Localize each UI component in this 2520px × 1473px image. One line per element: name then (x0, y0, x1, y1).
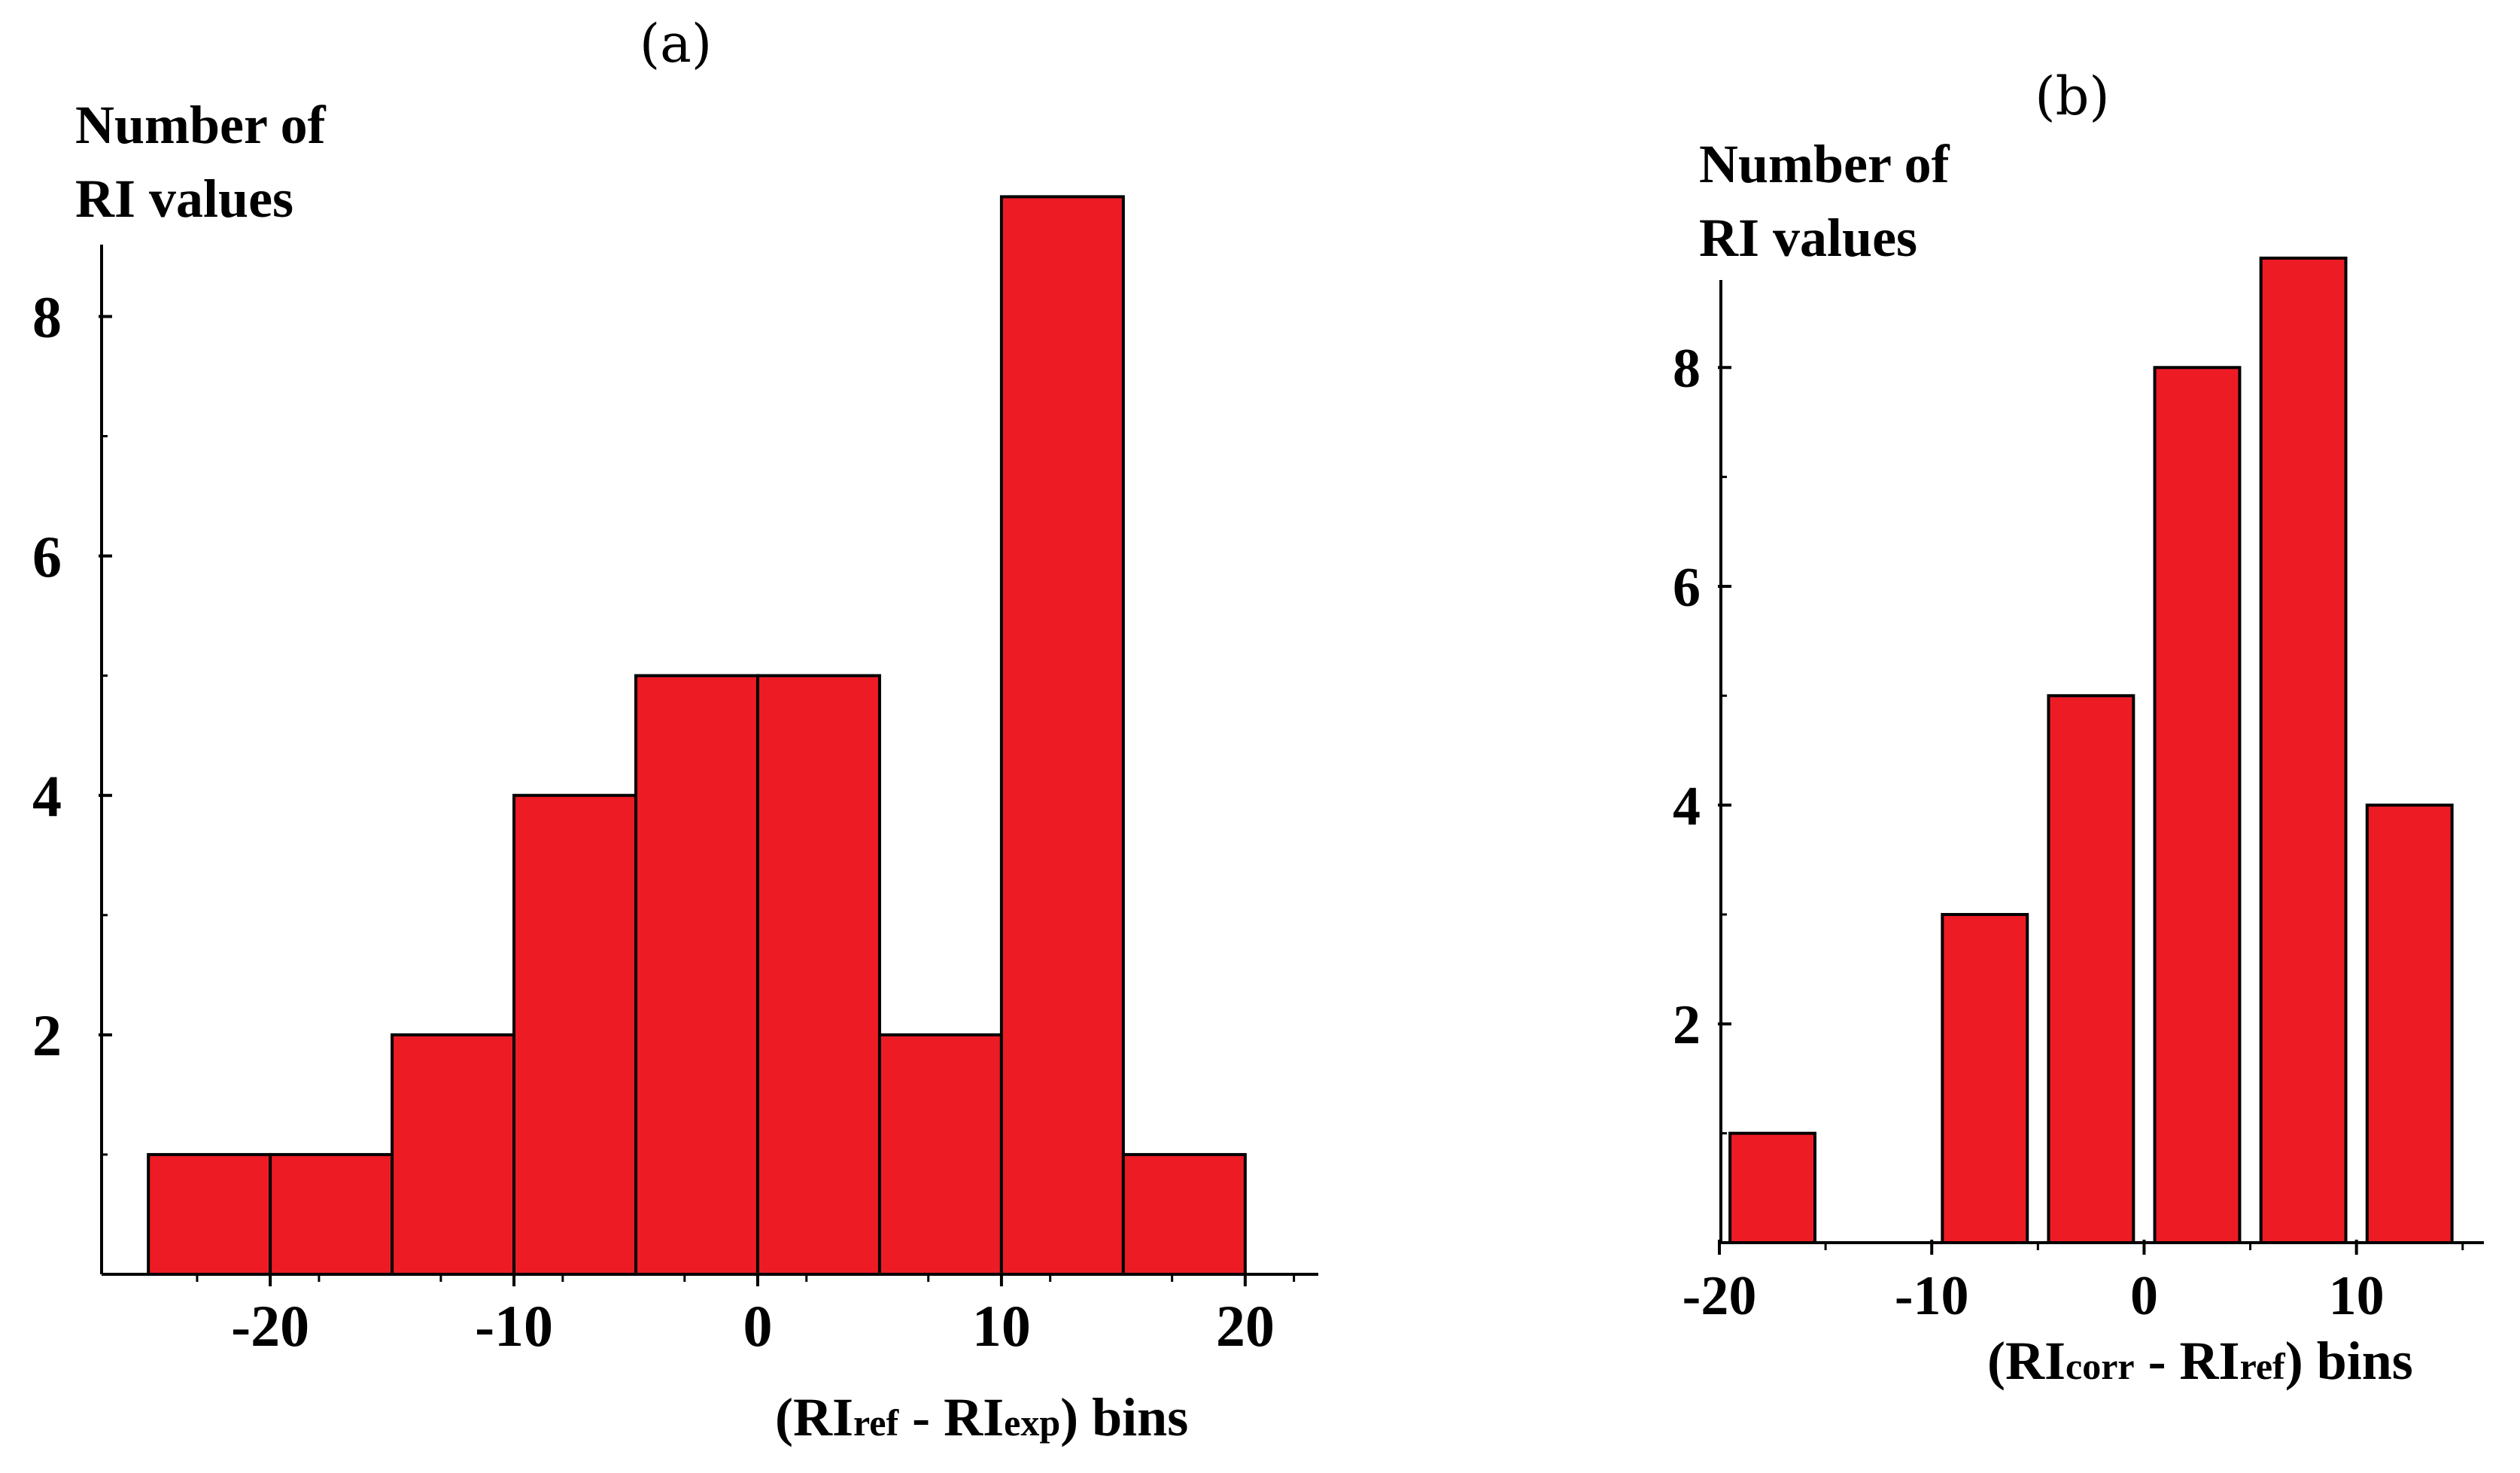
axes (100, 245, 1318, 1276)
bars (147, 195, 1247, 1277)
x-axis-label-suffix: ) bins (2285, 1331, 2413, 1391)
histogram-panel-a: (a) Number of RI values 2 4 6 8 -20 -10 0 10 20… (32, 13, 1318, 1447)
x-tick-label: 20 (1216, 1293, 1275, 1359)
y-axis-label-line1: Number of (1699, 134, 1950, 194)
x-tick-label: 0 (743, 1293, 772, 1359)
bar-1 (269, 1152, 394, 1276)
bar-4 (2259, 256, 2348, 1245)
x-axis-label-prefix: (RI (1987, 1331, 2066, 1391)
bar-5 (2365, 803, 2454, 1244)
y-tick-label: 2 (32, 1003, 62, 1068)
bar-2 (391, 1033, 516, 1276)
bar-3 (2153, 366, 2242, 1245)
x-tick-label: -20 (1683, 1265, 1757, 1327)
y-tick-label: 2 (1673, 994, 1701, 1056)
bar-5 (755, 674, 881, 1276)
x-tick-label: 10 (972, 1293, 1031, 1359)
x-axis-label-suffix: ) bins (1060, 1387, 1188, 1447)
bar-2 (2047, 694, 2135, 1244)
y-tick-label: 8 (32, 285, 62, 350)
x-tick-label: 0 (2130, 1265, 2158, 1327)
y-tick-label: 6 (32, 524, 62, 589)
y-tick-label: 4 (32, 763, 62, 829)
x-axis-label: (RIcorr - RIref) bins (1987, 1331, 2413, 1391)
x-axis-label-prefix: (RI (775, 1387, 853, 1447)
x-tick-label: -20 (231, 1293, 309, 1359)
bar-0 (1728, 1131, 1816, 1244)
bar-4 (634, 674, 759, 1276)
x-axis-label: (RIref - RIexp) bins (775, 1387, 1188, 1447)
y-axis-label-line2: RI values (1699, 208, 1917, 268)
x-tick-label: 10 (2329, 1265, 2385, 1327)
bar-8 (1121, 1152, 1247, 1276)
x-axis-label-mid: - RI (898, 1387, 1004, 1447)
x-axis-label-sub2: exp (1004, 1401, 1060, 1444)
x-axis-label-sub2: ref (2240, 1345, 2286, 1387)
bar-7 (999, 195, 1125, 1277)
y-ticks: 2 4 6 8 (1673, 338, 1731, 1135)
x-tick-label: -10 (1895, 1265, 1969, 1327)
bar-3 (512, 793, 638, 1276)
histogram-panel-b: (b) Number of RI values 2 4 6 8 -20 -10 0 10 (… (1673, 65, 2484, 1391)
y-axis-label-line2: RI values (75, 169, 293, 229)
bar-6 (877, 1033, 1003, 1276)
x-ticks: -20 -10 0 10 20 (196, 1271, 1296, 1359)
y-tick-label: 4 (1673, 776, 1701, 838)
y-tick-label: 8 (1673, 338, 1701, 400)
y-ticks: 2 4 6 8 (32, 285, 112, 1156)
panel-label: (b) (2035, 65, 2109, 127)
y-tick-label: 6 (1673, 557, 1701, 619)
x-ticks: -20 -10 0 10 (1683, 1240, 2464, 1327)
x-tick-label: -10 (475, 1293, 553, 1359)
x-axis-label-mid: - RI (2135, 1331, 2240, 1391)
bars (1728, 256, 2454, 1245)
panel-label: (a) (640, 13, 712, 75)
y-axis-label-line1: Number of (75, 95, 327, 155)
bar-0 (147, 1152, 272, 1276)
x-axis-label-sub1: ref (853, 1401, 899, 1444)
bar-1 (1941, 912, 2029, 1245)
x-axis-label-sub1: corr (2066, 1345, 2135, 1387)
